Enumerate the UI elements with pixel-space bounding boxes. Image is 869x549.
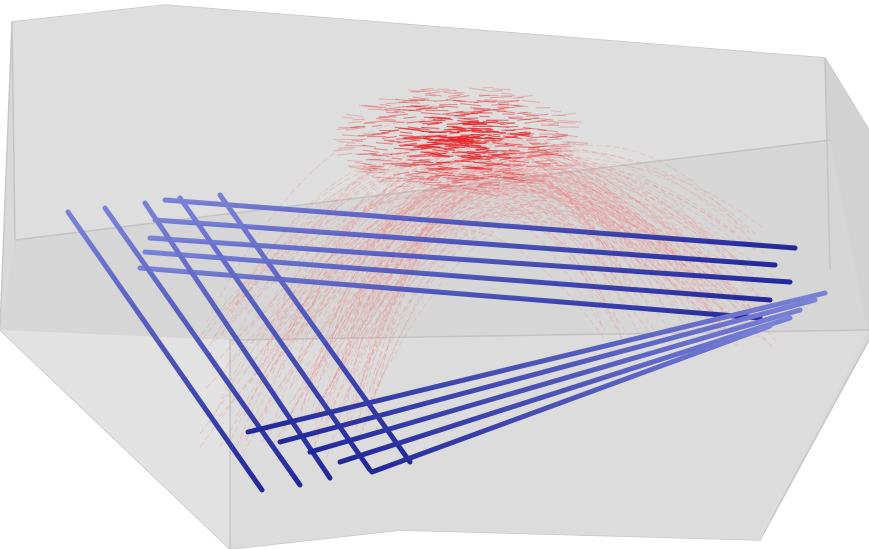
field-segment	[484, 140, 495, 141]
field-segment	[366, 159, 381, 160]
field-segment	[526, 166, 547, 167]
field-segment	[445, 144, 456, 145]
field-segment	[541, 125, 559, 126]
field-segment	[429, 170, 452, 171]
field-segment	[444, 147, 465, 148]
field-segment	[430, 153, 445, 154]
field-segment	[399, 135, 413, 136]
field-segment	[501, 93, 513, 94]
field-segment	[436, 184, 450, 185]
page: (() => { const ns = 'http://www.w3.org/2…	[0, 0, 869, 549]
field-segment	[396, 186, 411, 187]
field-segment	[460, 143, 473, 144]
scene	[0, 0, 869, 549]
field-segment	[353, 119, 365, 120]
field-segment	[492, 89, 511, 90]
field-segment	[452, 152, 474, 153]
field-segment	[441, 191, 455, 192]
field-segment	[422, 144, 439, 145]
field-segment	[504, 174, 525, 175]
field-segment	[338, 147, 355, 148]
field-segment	[370, 166, 381, 167]
field-segment	[454, 92, 465, 93]
field-segment	[484, 100, 497, 101]
field-segment	[446, 140, 469, 141]
field-segment	[338, 127, 359, 128]
field-segment	[495, 146, 515, 147]
field-segment	[392, 164, 407, 165]
field-segment	[442, 90, 457, 91]
field-segment	[513, 98, 524, 99]
field-segment	[502, 172, 514, 173]
field-segment	[422, 90, 439, 91]
